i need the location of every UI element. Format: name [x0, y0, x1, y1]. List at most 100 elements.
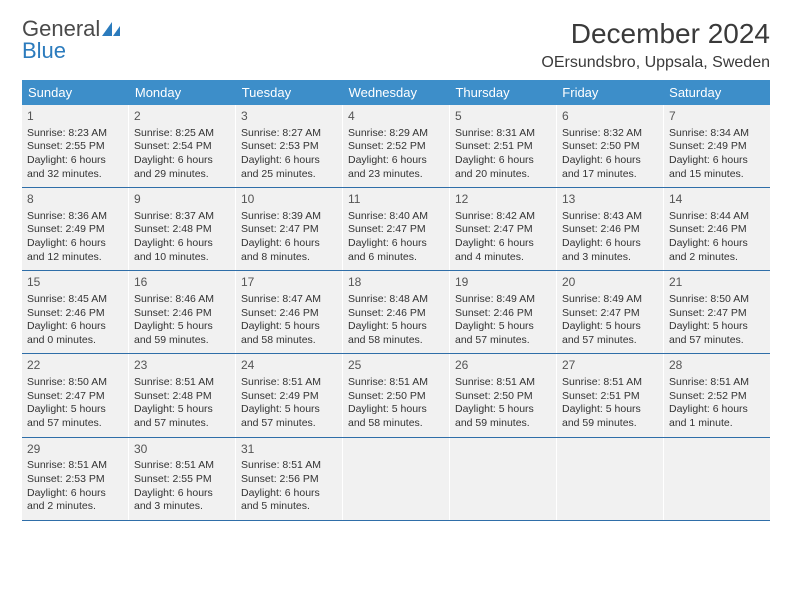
daylight-text: Daylight: 5 hours — [348, 403, 444, 417]
sunrise-text: Sunrise: 8:40 AM — [348, 210, 444, 224]
daylight-text: Daylight: 5 hours — [134, 320, 230, 334]
weekday-header: Sunday — [22, 80, 129, 105]
daylight-text: and 6 minutes. — [348, 251, 444, 265]
day-number: 21 — [669, 275, 765, 291]
sunset-text: Sunset: 2:52 PM — [669, 390, 765, 404]
daylight-text: Daylight: 5 hours — [348, 320, 444, 334]
week-row: 29Sunrise: 8:51 AMSunset: 2:53 PMDayligh… — [22, 438, 770, 521]
daylight-text: and 57 minutes. — [241, 417, 337, 431]
sunrise-text: Sunrise: 8:51 AM — [562, 376, 658, 390]
day-cell: 29Sunrise: 8:51 AMSunset: 2:53 PMDayligh… — [22, 438, 129, 520]
weekday-header-row: SundayMondayTuesdayWednesdayThursdayFrid… — [22, 80, 770, 105]
day-number: 18 — [348, 275, 444, 291]
day-cell: 6Sunrise: 8:32 AMSunset: 2:50 PMDaylight… — [557, 105, 664, 187]
sunrise-text: Sunrise: 8:25 AM — [134, 127, 230, 141]
sunrise-text: Sunrise: 8:51 AM — [455, 376, 551, 390]
calendar-body: 1Sunrise: 8:23 AMSunset: 2:55 PMDaylight… — [22, 105, 770, 521]
day-cell: 13Sunrise: 8:43 AMSunset: 2:46 PMDayligh… — [557, 188, 664, 270]
day-cell: 7Sunrise: 8:34 AMSunset: 2:49 PMDaylight… — [664, 105, 770, 187]
daylight-text: and 59 minutes. — [134, 334, 230, 348]
sunrise-text: Sunrise: 8:43 AM — [562, 210, 658, 224]
day-cell: 1Sunrise: 8:23 AMSunset: 2:55 PMDaylight… — [22, 105, 129, 187]
daylight-text: Daylight: 6 hours — [134, 487, 230, 501]
daylight-text: and 3 minutes. — [134, 500, 230, 514]
sunrise-text: Sunrise: 8:51 AM — [241, 376, 337, 390]
day-cell-empty — [450, 438, 557, 520]
sunrise-text: Sunrise: 8:46 AM — [134, 293, 230, 307]
daylight-text: Daylight: 5 hours — [134, 403, 230, 417]
daylight-text: and 57 minutes. — [27, 417, 123, 431]
sunrise-text: Sunrise: 8:51 AM — [669, 376, 765, 390]
day-cell: 2Sunrise: 8:25 AMSunset: 2:54 PMDaylight… — [129, 105, 236, 187]
daylight-text: Daylight: 6 hours — [348, 237, 444, 251]
daylight-text: and 29 minutes. — [134, 168, 230, 182]
sunset-text: Sunset: 2:49 PM — [241, 390, 337, 404]
day-number: 16 — [134, 275, 230, 291]
sunset-text: Sunset: 2:46 PM — [562, 223, 658, 237]
location-text: OErsundsbro, Uppsala, Sweden — [541, 54, 770, 72]
week-row: 15Sunrise: 8:45 AMSunset: 2:46 PMDayligh… — [22, 271, 770, 354]
day-number: 24 — [241, 358, 337, 374]
sunrise-text: Sunrise: 8:42 AM — [455, 210, 551, 224]
daylight-text: and 58 minutes. — [348, 417, 444, 431]
day-number: 28 — [669, 358, 765, 374]
sunrise-text: Sunrise: 8:51 AM — [134, 459, 230, 473]
weekday-header: Friday — [556, 80, 663, 105]
day-number: 27 — [562, 358, 658, 374]
day-number: 15 — [27, 275, 123, 291]
day-cell-empty — [557, 438, 664, 520]
daylight-text: and 58 minutes. — [348, 334, 444, 348]
daylight-text: Daylight: 5 hours — [27, 403, 123, 417]
daylight-text: Daylight: 6 hours — [27, 154, 123, 168]
daylight-text: and 58 minutes. — [241, 334, 337, 348]
sunset-text: Sunset: 2:46 PM — [669, 223, 765, 237]
weekday-header: Wednesday — [343, 80, 450, 105]
daylight-text: Daylight: 6 hours — [669, 237, 765, 251]
sail-icon — [102, 22, 120, 36]
sunrise-text: Sunrise: 8:49 AM — [455, 293, 551, 307]
day-number: 20 — [562, 275, 658, 291]
header: General Blue December 2024 OErsundsbro, … — [22, 18, 770, 72]
weekday-header: Monday — [129, 80, 236, 105]
daylight-text: Daylight: 6 hours — [669, 403, 765, 417]
sunset-text: Sunset: 2:49 PM — [669, 140, 765, 154]
sunset-text: Sunset: 2:47 PM — [669, 307, 765, 321]
sunset-text: Sunset: 2:51 PM — [455, 140, 551, 154]
sunrise-text: Sunrise: 8:47 AM — [241, 293, 337, 307]
sunrise-text: Sunrise: 8:34 AM — [669, 127, 765, 141]
sunset-text: Sunset: 2:50 PM — [562, 140, 658, 154]
daylight-text: Daylight: 6 hours — [455, 154, 551, 168]
day-number: 17 — [241, 275, 337, 291]
day-cell: 20Sunrise: 8:49 AMSunset: 2:47 PMDayligh… — [557, 271, 664, 353]
sunset-text: Sunset: 2:47 PM — [455, 223, 551, 237]
week-row: 1Sunrise: 8:23 AMSunset: 2:55 PMDaylight… — [22, 105, 770, 188]
daylight-text: Daylight: 5 hours — [455, 403, 551, 417]
daylight-text: and 17 minutes. — [562, 168, 658, 182]
daylight-text: Daylight: 6 hours — [455, 237, 551, 251]
sunrise-text: Sunrise: 8:29 AM — [348, 127, 444, 141]
daylight-text: and 0 minutes. — [27, 334, 123, 348]
day-number: 26 — [455, 358, 551, 374]
day-number: 14 — [669, 192, 765, 208]
sunrise-text: Sunrise: 8:50 AM — [669, 293, 765, 307]
brand-text: General Blue — [22, 18, 120, 62]
daylight-text: Daylight: 5 hours — [562, 320, 658, 334]
daylight-text: and 10 minutes. — [134, 251, 230, 265]
daylight-text: Daylight: 5 hours — [669, 320, 765, 334]
day-number: 7 — [669, 109, 765, 125]
day-cell-empty — [343, 438, 450, 520]
day-number: 6 — [562, 109, 658, 125]
daylight-text: and 23 minutes. — [348, 168, 444, 182]
daylight-text: and 57 minutes. — [669, 334, 765, 348]
week-row: 8Sunrise: 8:36 AMSunset: 2:49 PMDaylight… — [22, 188, 770, 271]
sunset-text: Sunset: 2:47 PM — [27, 390, 123, 404]
daylight-text: Daylight: 5 hours — [241, 320, 337, 334]
sunrise-text: Sunrise: 8:37 AM — [134, 210, 230, 224]
sunset-text: Sunset: 2:55 PM — [134, 473, 230, 487]
sunrise-text: Sunrise: 8:48 AM — [348, 293, 444, 307]
day-cell: 22Sunrise: 8:50 AMSunset: 2:47 PMDayligh… — [22, 354, 129, 436]
day-cell: 30Sunrise: 8:51 AMSunset: 2:55 PMDayligh… — [129, 438, 236, 520]
sunrise-text: Sunrise: 8:51 AM — [27, 459, 123, 473]
sunset-text: Sunset: 2:48 PM — [134, 223, 230, 237]
sunrise-text: Sunrise: 8:23 AM — [27, 127, 123, 141]
